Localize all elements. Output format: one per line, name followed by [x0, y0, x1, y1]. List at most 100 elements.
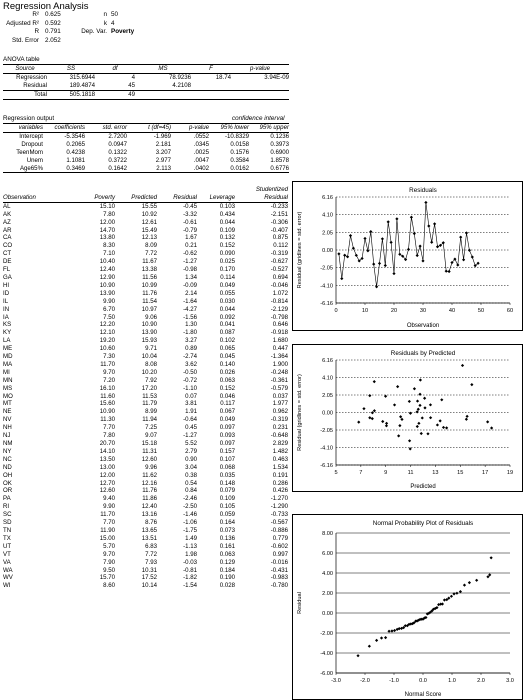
obs-row: HI 10.90 10.99 -0.09 0.049 -0.046 — [3, 282, 288, 290]
obs-cell: -0.248 — [270, 368, 288, 376]
obs-row: NJ 7.80 9.07 -1.27 0.093 -0.648 — [3, 432, 288, 440]
x-tick-label: 19 — [507, 470, 513, 476]
obs-cell: -2.129 — [270, 305, 288, 313]
obs-cell: -0.64 — [183, 416, 197, 424]
obs-cell: -1.364 — [270, 353, 288, 361]
obs-cell: CT — [3, 250, 12, 258]
obs-cell: -0.61 — [183, 218, 197, 226]
obs-cell: 11.79 — [142, 400, 157, 408]
data-point — [375, 285, 379, 289]
data-point — [440, 602, 445, 606]
obs-row: LA 19.20 15.93 3.27 0.102 1.680 — [3, 337, 288, 345]
obs-cell: 0.21 — [185, 242, 197, 250]
obs-cell: 7.90 — [103, 558, 115, 566]
obs-cell: 10.20 — [141, 368, 157, 376]
obs-cell: 0.89 — [185, 345, 197, 353]
obs-cell: -0.918 — [270, 329, 288, 337]
output-header-cell: p-value — [171, 123, 209, 133]
x-tick-label: 11 — [408, 470, 414, 476]
obs-cell: ME — [3, 345, 13, 353]
output-cell: 0.3584 — [230, 156, 249, 164]
obs-cell: 3.04 — [185, 463, 197, 471]
obs-cell: 0.157 — [219, 447, 235, 455]
output-cell: 0.1642 — [85, 164, 127, 174]
obs-cell: 3.27 — [185, 337, 197, 345]
obs-row: CO 8.30 8.09 0.21 0.152 0.112 — [3, 242, 288, 250]
data-point — [408, 411, 413, 415]
obs-cell: 0.140 — [219, 360, 235, 368]
obs-row: AK 7.80 10.92 -3.32 0.434 -2.151 — [3, 211, 288, 219]
data-point — [399, 415, 403, 419]
data-point — [370, 417, 374, 421]
data-point — [380, 237, 384, 241]
obs-cell: IL — [3, 297, 9, 305]
obs-cell: -0.016 — [270, 558, 288, 566]
x-tick-label: 0.0 — [419, 678, 427, 684]
obs-cell: -1.270 — [270, 495, 288, 503]
obs-cell: NY — [3, 447, 12, 455]
obs-row: NH 7.70 7.25 0.45 0.097 0.231 — [3, 424, 288, 432]
obs-cell: 10.99 — [141, 281, 157, 289]
obs-cell: -3.32 — [183, 210, 197, 218]
data-point — [372, 409, 377, 413]
obs-cell: 11.31 — [142, 447, 157, 455]
x-tick-label: 9 — [384, 470, 387, 476]
obs-row: NY 14.10 11.31 2.79 0.157 1.482 — [3, 448, 288, 456]
data-point — [428, 416, 433, 420]
output-cell: -1.969 — [153, 132, 171, 140]
obs-cell: 1.534 — [272, 463, 288, 471]
obs-cell: GA — [3, 273, 12, 281]
y-tick-label: -4.10 — [320, 446, 333, 452]
obs-cell: IA — [3, 313, 9, 321]
obs-cell: -1.27 — [183, 432, 197, 440]
obs-cell: 11.70 — [100, 360, 115, 368]
obs-cell: 1.98 — [185, 550, 197, 558]
obs-row: GA 12.90 11.56 1.34 0.114 0.694 — [3, 274, 288, 282]
obs-cell: MD — [3, 353, 13, 361]
obs-cell: 14.70 — [99, 226, 115, 234]
obs-cell: 3.81 — [185, 400, 197, 408]
obs-cell: 0.041 — [219, 321, 235, 329]
x-tick-label: -3.0 — [331, 678, 341, 684]
data-point — [395, 217, 399, 221]
obs-cell: 12.13 — [141, 234, 157, 242]
data-point — [421, 259, 425, 263]
data-point — [456, 263, 460, 267]
residuals-chart: Residuals 6.16 4.10 2.05 0.00 -2.05 -4.10 -6.16… — [292, 181, 523, 331]
obs-row: RI 9.90 12.40 -2.50 0.105 -1.290 — [3, 503, 288, 511]
obs-cell: TN — [3, 526, 12, 534]
obs-cell: 12.40 — [99, 266, 115, 274]
obs-cell: 7.80 — [103, 210, 115, 218]
obs-cell: 14.10 — [99, 447, 115, 455]
output-cell: Intercept — [19, 132, 43, 140]
obs-header-blank — [197, 186, 235, 194]
chart-title: Residuals by Predicted — [391, 350, 456, 357]
obs-cell: 2.79 — [185, 447, 197, 455]
obs-row: ME 10.60 9.71 0.89 0.065 0.447 — [3, 345, 288, 353]
obs-header-blank — [115, 186, 157, 194]
obs-cell: 13.38 — [141, 266, 157, 274]
summary-label: R² — [32, 11, 39, 18]
data-point — [412, 387, 417, 391]
data-point — [406, 247, 411, 251]
obs-row: NV 11.30 11.94 -0.64 0.049 -0.319 — [3, 416, 288, 424]
y-axis-label: Residual (gridlines = std. error) — [297, 212, 303, 289]
data-point — [438, 419, 442, 423]
obs-row: WA 9.50 10.31 -0.81 0.184 -0.431 — [3, 567, 288, 575]
data-point — [415, 399, 420, 403]
data-point — [419, 431, 423, 436]
obs-cell: HI — [3, 281, 10, 289]
normal-probability-plot-chart: Normal Probability Plot of Residuals 8.00… — [292, 514, 523, 700]
output-cell: 2.113 — [127, 164, 171, 174]
output-row: Age65% 0.3469 0.1642 2.113.0402 0.0162 0.6776 — [3, 164, 289, 174]
data-point — [384, 421, 389, 425]
data-point — [397, 434, 401, 438]
data-point — [430, 240, 434, 244]
obs-cell: 15.49 — [141, 226, 157, 234]
obs-cell: 0.059 — [219, 511, 235, 519]
output-cell: Unem — [26, 156, 43, 164]
anova-cell: 45 — [128, 81, 135, 89]
obs-cell: -2.46 — [183, 495, 197, 503]
data-point — [440, 398, 444, 402]
obs-cell: 12.70 — [99, 479, 115, 487]
